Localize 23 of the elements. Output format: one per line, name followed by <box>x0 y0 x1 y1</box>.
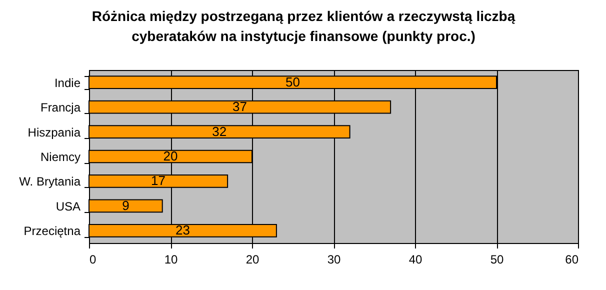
x-tick-label: 50 <box>490 252 504 266</box>
data-label: 20 <box>163 148 178 164</box>
x-tick-label: 40 <box>408 252 422 266</box>
y-tick-label: USA <box>56 199 80 214</box>
x-tick-label: 0 <box>90 252 96 266</box>
x-tick-label: 30 <box>327 252 341 266</box>
x-tick-label: 60 <box>565 252 579 266</box>
text: Różnica między postrzeganą przez klientów a rzeczywstą liczbą <box>92 8 516 24</box>
data-label: 17 <box>151 173 166 188</box>
x-tick-label: 10 <box>164 252 178 266</box>
y-tick-label: Przeciętna <box>24 224 81 238</box>
data-label: 32 <box>212 124 227 139</box>
y-tick-label: W. Brytania <box>19 174 81 189</box>
y-tick-label: Indie <box>54 76 81 90</box>
data-label: 50 <box>286 74 300 90</box>
data-label: 37 <box>232 99 248 114</box>
y-tick-label: Francja <box>40 100 81 115</box>
y-tick-label: Niemcy <box>40 150 80 164</box>
y-tick-label: Hiszpania <box>28 125 81 140</box>
data-label: 9 <box>122 198 130 213</box>
data-label: 23 <box>175 222 190 238</box>
x-tick-label: 20 <box>246 252 260 266</box>
text: cyberataków na instytucje finansowe (punkty proc.) <box>132 28 476 44</box>
